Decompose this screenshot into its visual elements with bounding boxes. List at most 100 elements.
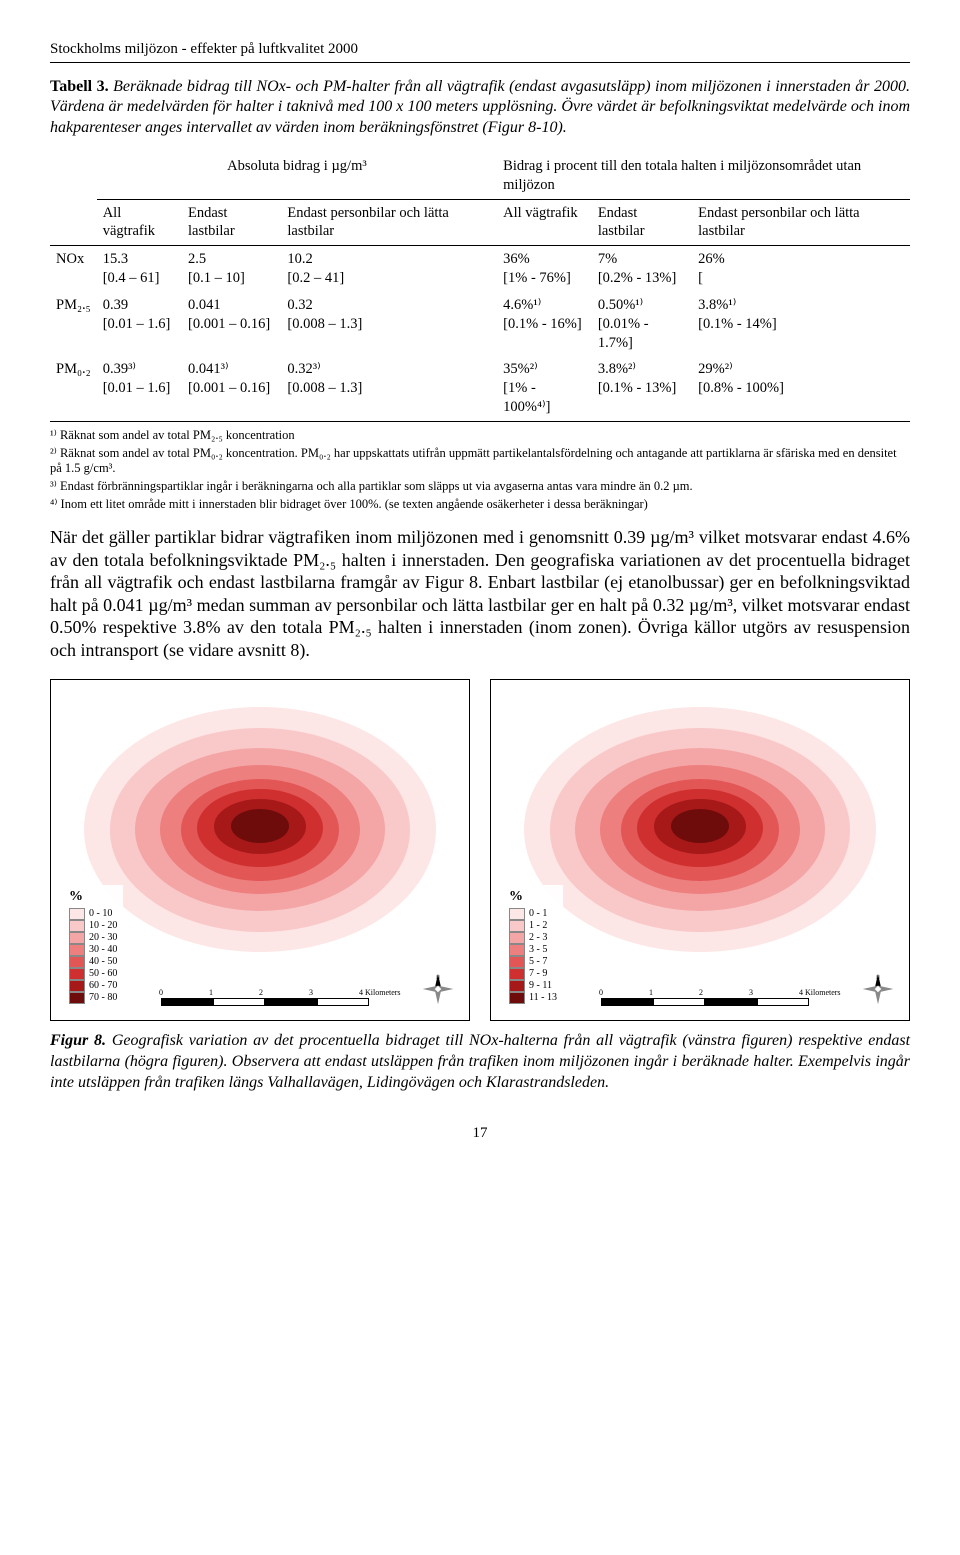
legend-swatch xyxy=(509,956,525,968)
cell-top: 4.6%¹⁾ xyxy=(503,297,541,313)
table-caption-text: Beräknade bidrag till NOx- och PM-halter… xyxy=(50,78,910,137)
legend-label: 60 - 70 xyxy=(89,980,117,992)
figure-caption-label: Figur 8. xyxy=(50,1032,106,1049)
map-left-legend: % 0 - 1010 - 2020 - 3030 - 4040 - 5050 -… xyxy=(63,885,123,1008)
legend-swatch xyxy=(509,944,525,956)
col-head-2: Endast lastbilar xyxy=(182,199,281,246)
legend-swatch xyxy=(509,932,525,944)
legend-label: 3 - 5 xyxy=(529,944,547,956)
legend-row: 0 - 10 xyxy=(69,908,117,920)
cell-top: 0.041 xyxy=(188,297,221,313)
legend-swatch xyxy=(69,968,85,980)
cell-sub: [0.01% - 1.7%] xyxy=(598,315,686,353)
legend-swatch xyxy=(509,920,525,932)
legend-label: 5 - 7 xyxy=(529,956,547,968)
cell-top: 36% xyxy=(503,251,530,267)
table-row: PM₂.₅ 0.39[0.01 – 1.6] 0.041[0.001 – 0.1… xyxy=(50,292,910,357)
svg-text:N: N xyxy=(436,975,440,981)
running-header: Stockholms miljözon - effekter på luftkv… xyxy=(50,40,910,63)
legend-title: % xyxy=(69,889,117,906)
figure-caption-text: Geografisk variation av det procentuella… xyxy=(50,1032,910,1091)
col-head-1: All vägtrafik xyxy=(97,199,182,246)
legend-row: 50 - 60 xyxy=(69,968,117,980)
scale-label: 1 xyxy=(209,988,213,998)
legend-swatch xyxy=(509,968,525,980)
cell-sub: [0.4 – 61] xyxy=(103,269,176,288)
scale-label: 3 xyxy=(309,988,313,998)
cell-top: 3.8%¹⁾ xyxy=(698,297,736,313)
table-footnotes: ¹⁾ Räknat som andel av total PM₂.₅ konce… xyxy=(50,428,910,512)
legend-swatch xyxy=(509,980,525,992)
legend-row: 40 - 50 xyxy=(69,956,117,968)
footnote: ²⁾ Räknat som andel av total PM₀.₂ konce… xyxy=(50,446,910,477)
row-label: PM₂.₅ xyxy=(50,292,97,357)
map-left: % 0 - 1010 - 2020 - 3030 - 4040 - 5050 -… xyxy=(50,679,470,1021)
row-label: PM₀.₂ xyxy=(50,356,97,421)
legend-row: 70 - 80 xyxy=(69,992,117,1004)
scale-bar: 0 1 2 3 4 Kilometers xyxy=(161,998,369,1006)
data-table: Absoluta bidrag i µg/m³ Bidrag i procent… xyxy=(50,153,910,422)
table-row: NOx 15.3[0.4 – 61] 2.5[0.1 – 10] 10.2[0.… xyxy=(50,246,910,292)
legend-row: 0 - 1 xyxy=(509,908,557,920)
cell-sub: [0.008 – 1.3] xyxy=(287,315,491,334)
cell-top: 0.39³⁾ xyxy=(103,361,136,377)
legend-row: 2 - 3 xyxy=(509,932,557,944)
legend-swatch xyxy=(69,908,85,920)
col-head-5: Endast lastbilar xyxy=(592,199,692,246)
scale-label: 4 Kilometers xyxy=(799,988,841,998)
cell-sub: [0.2% - 13%] xyxy=(598,269,686,288)
legend-label: 50 - 60 xyxy=(89,968,117,980)
scale-bar: 0 1 2 3 4 Kilometers xyxy=(601,998,809,1006)
scale-label: 3 xyxy=(749,988,753,998)
page-number: 17 xyxy=(50,1124,910,1144)
cell-top: 35%²⁾ xyxy=(503,361,538,377)
legend-row: 10 - 20 xyxy=(69,920,117,932)
cell-top: 0.32 xyxy=(287,297,312,313)
row-label: NOx xyxy=(50,246,97,292)
cell-top: 0.32³⁾ xyxy=(287,361,320,377)
svg-text:N: N xyxy=(876,975,880,981)
legend-row: 20 - 30 xyxy=(69,932,117,944)
scale-label: 4 Kilometers xyxy=(359,988,401,998)
cell-sub: [0.1% - 14%] xyxy=(698,315,904,334)
cell-sub: [0.001 – 0.16] xyxy=(188,315,275,334)
legend-label: 40 - 50 xyxy=(89,956,117,968)
footnote: ¹⁾ Räknat som andel av total PM₂.₅ konce… xyxy=(50,428,910,444)
map-right: % 0 - 11 - 22 - 33 - 55 - 77 - 99 - 1111… xyxy=(490,679,910,1021)
cell-sub: [0.1% - 16%] xyxy=(503,315,586,334)
legend-label: 20 - 30 xyxy=(89,932,117,944)
legend-row: 5 - 7 xyxy=(509,956,557,968)
cell-sub: [1% - 76%] xyxy=(503,269,586,288)
footnote: ³⁾ Endast förbränningspartiklar ingår i … xyxy=(50,479,910,495)
legend-label: 0 - 10 xyxy=(89,908,112,920)
cell-top: 7% xyxy=(598,251,617,267)
legend-row: 60 - 70 xyxy=(69,980,117,992)
legend-label: 10 - 20 xyxy=(89,920,117,932)
legend-label: 9 - 11 xyxy=(529,980,552,992)
legend-swatch xyxy=(509,908,525,920)
cell-sub: [0.01 – 1.6] xyxy=(103,315,176,334)
legend-swatch xyxy=(69,932,85,944)
legend-swatch xyxy=(69,980,85,992)
legend-row: 30 - 40 xyxy=(69,944,117,956)
cell-sub: [0.001 – 0.16] xyxy=(188,379,275,398)
compass-icon: N xyxy=(861,972,895,1006)
table-caption-label: Tabell 3. xyxy=(50,78,109,95)
col-head-4: All vägtrafik xyxy=(497,199,592,246)
cell-sub: [0.2 – 41] xyxy=(287,269,491,288)
table-row: PM₀.₂ 0.39³⁾[0.01 – 1.6] 0.041³⁾[0.001 –… xyxy=(50,356,910,421)
legend-label: 11 - 13 xyxy=(529,992,557,1004)
cell-sub: [0.01 – 1.6] xyxy=(103,379,176,398)
map-right-legend: % 0 - 11 - 22 - 33 - 55 - 77 - 99 - 1111… xyxy=(503,885,563,1008)
group-head-right: Bidrag i procent till den totala halten … xyxy=(497,153,910,199)
legend-row: 7 - 9 xyxy=(509,968,557,980)
legend-label: 30 - 40 xyxy=(89,944,117,956)
group-head-left: Absoluta bidrag i µg/m³ xyxy=(97,153,497,199)
cell-top: 2.5 xyxy=(188,251,206,267)
legend-swatch xyxy=(69,992,85,1004)
cell-sub: [0.1% - 13%] xyxy=(598,379,686,398)
col-head-6: Endast personbilar och lätta lastbilar xyxy=(692,199,910,246)
legend-swatch xyxy=(69,920,85,932)
scale-label: 0 xyxy=(599,988,603,998)
body-paragraph: När det gäller partiklar bidrar vägtrafi… xyxy=(50,526,910,661)
